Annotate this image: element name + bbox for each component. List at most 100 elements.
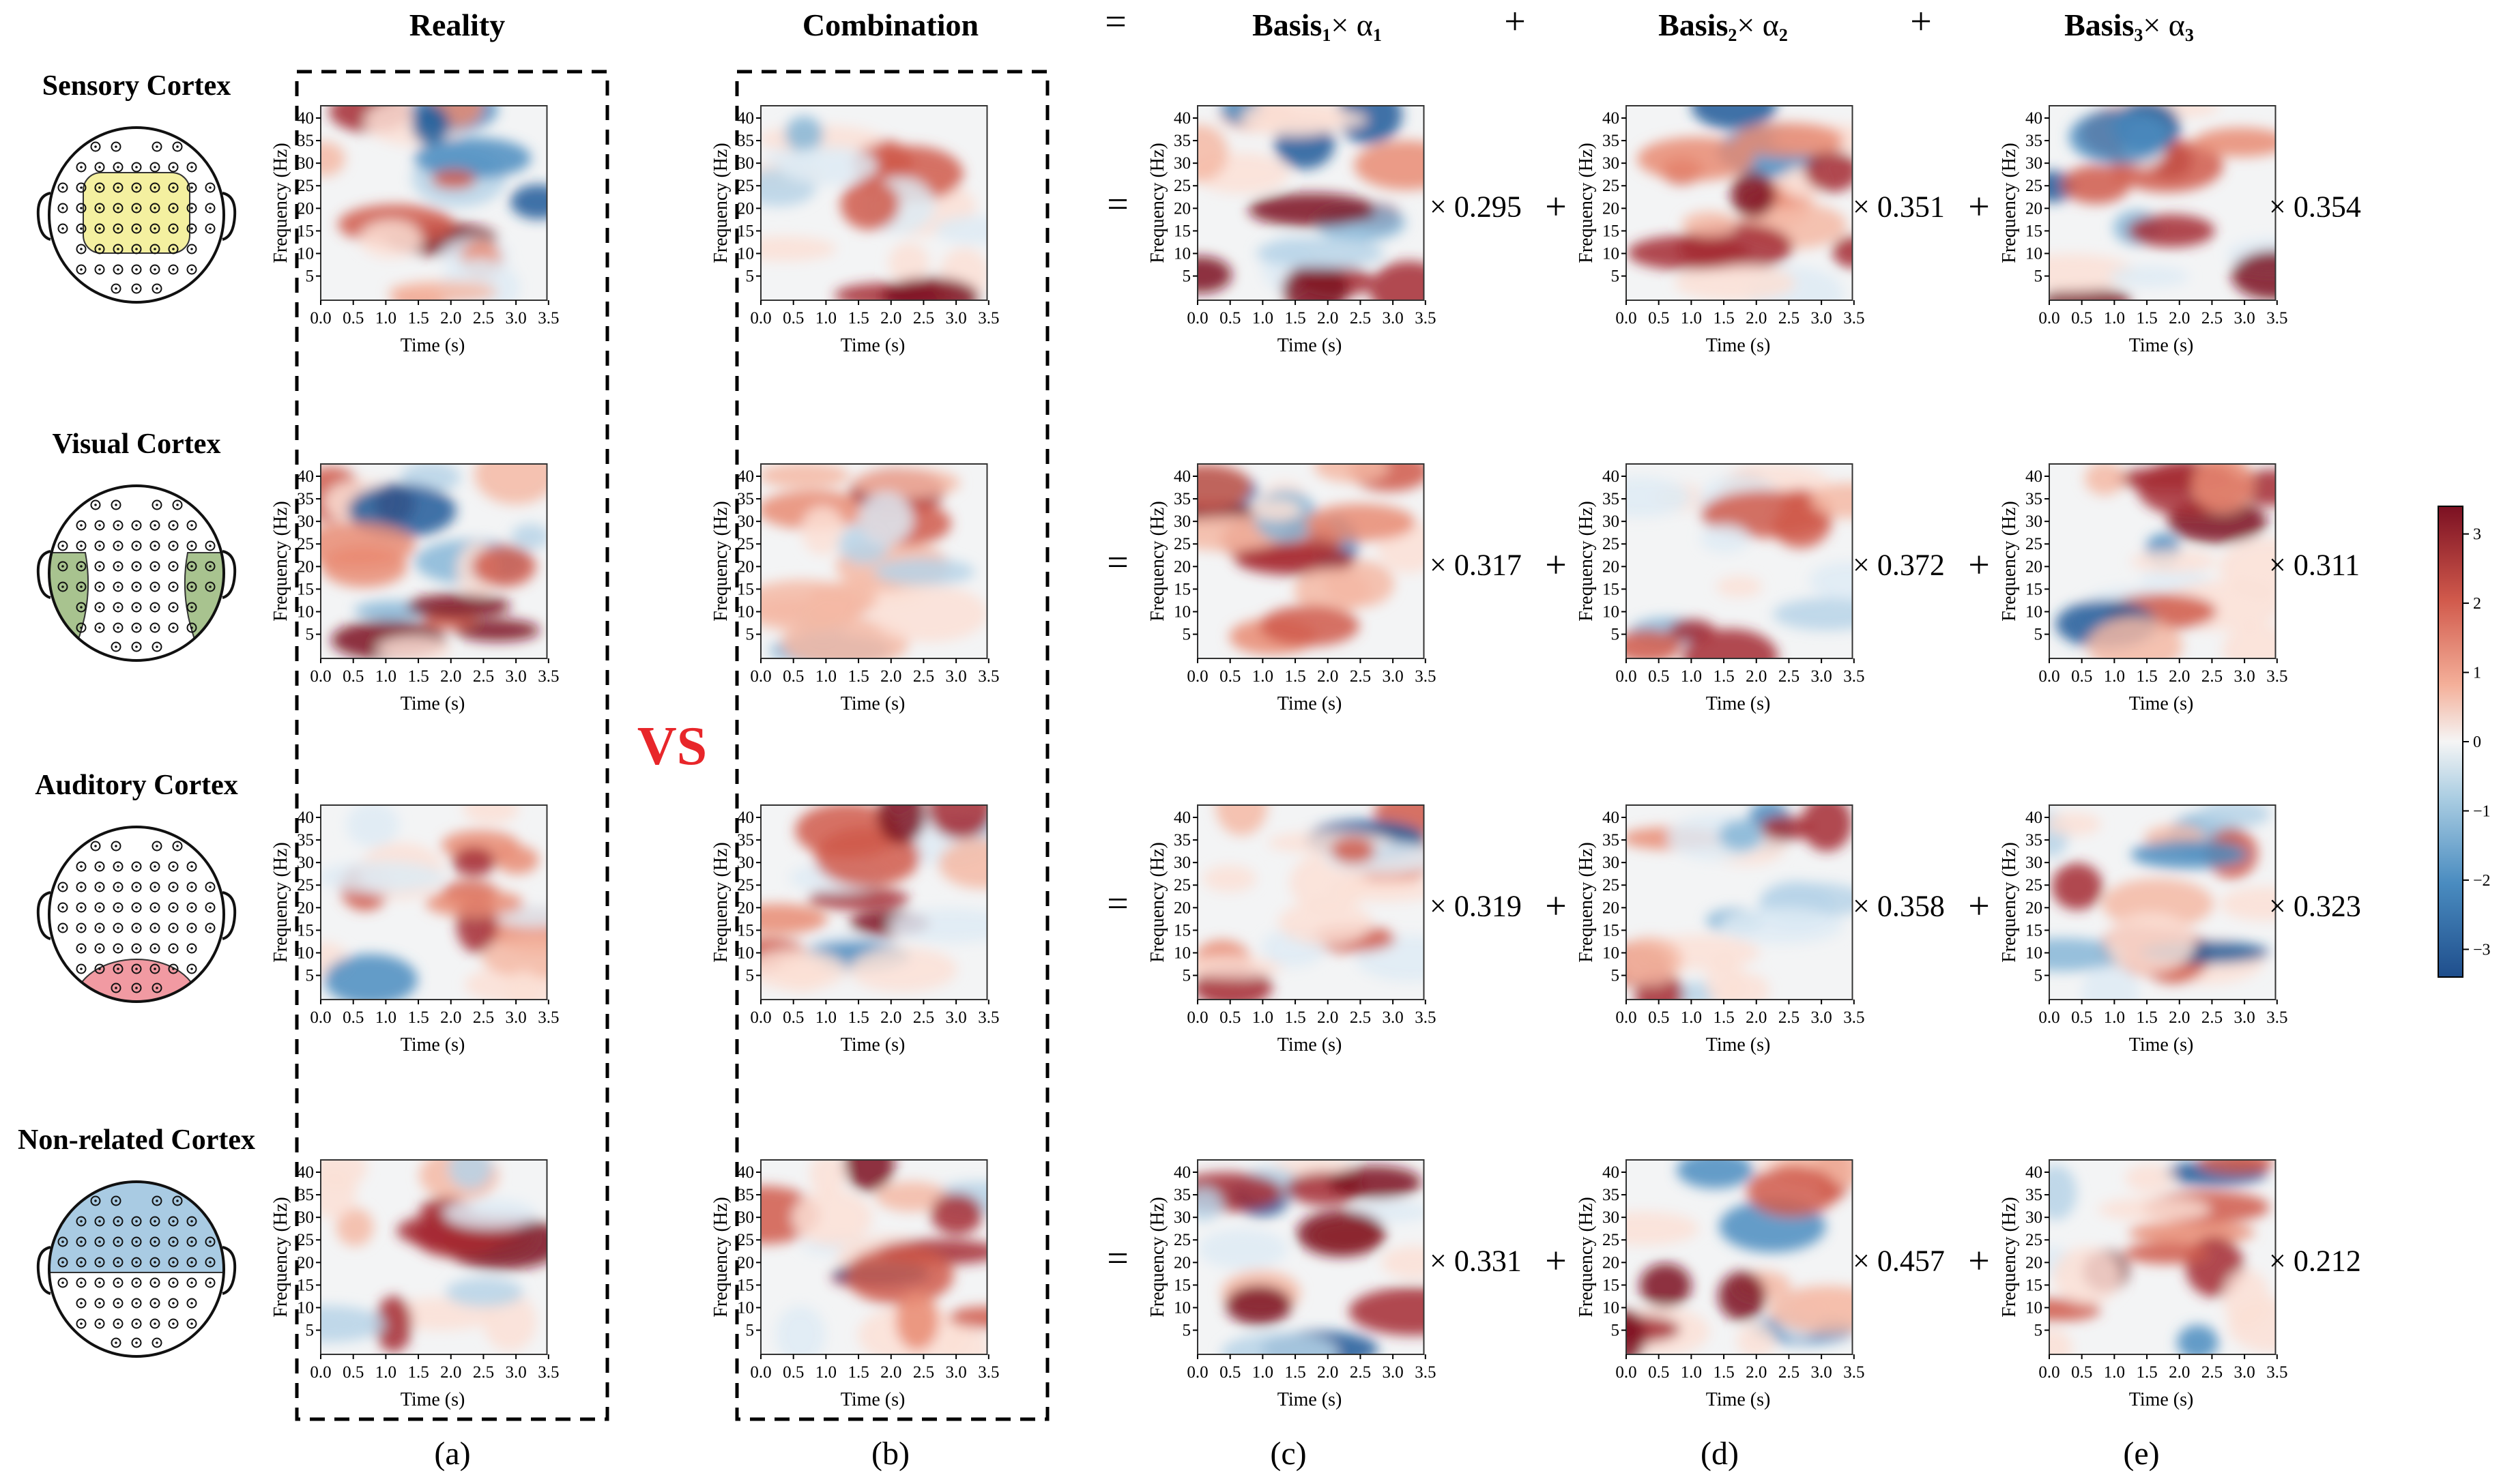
heatmap-blob	[810, 1160, 845, 1196]
heatmap-blob	[1348, 1287, 1424, 1336]
x-tick-label: 0.5	[1648, 309, 1669, 328]
x-tick-label: 2.0	[880, 1363, 901, 1382]
electrode-dot	[154, 227, 156, 230]
x-tick-label: 3.0	[2234, 1363, 2255, 1382]
electrode-dot	[117, 1302, 119, 1305]
heatmap-blob	[2049, 813, 2102, 836]
electrode-dot	[154, 1240, 156, 1243]
electrode-dot	[98, 268, 101, 271]
electrode	[186, 943, 197, 954]
heatmap-blob	[870, 585, 987, 643]
y-axis-label: Frequency (Hz)	[710, 501, 732, 621]
y-tick-label: 15	[1602, 222, 1619, 240]
electrode-dot	[61, 565, 64, 568]
x-tick-label: 1.5	[407, 1008, 429, 1027]
colorbar-tick-label: 1	[2473, 665, 2481, 682]
y-tick-label: 10	[297, 602, 314, 621]
x-tick-label: 0.5	[1648, 1363, 1669, 1382]
x-tick-label: 1.5	[1284, 1008, 1305, 1027]
electrode-dot	[172, 626, 175, 629]
heatmap-panel-basis-3: 40 35 30 25 20 15 10 5 0.0 0.5 1.0 1.5 2.0 2.5 3.0 3.5 T…	[1999, 463, 2287, 714]
electrode	[94, 182, 105, 193]
x-tick-label: 2.0	[1746, 309, 1767, 328]
x-tick-label: 2.5	[1778, 667, 1799, 686]
electrode	[131, 641, 142, 652]
electrode	[113, 182, 124, 193]
electrode	[94, 1277, 105, 1288]
electrode-dot	[135, 524, 138, 527]
heatmap-frame	[2049, 105, 2276, 301]
heatmap-blob	[808, 887, 910, 910]
x-tick-label: 1.5	[1284, 309, 1305, 328]
electrode	[94, 861, 105, 872]
x-tick-label: 2.5	[1778, 1363, 1799, 1382]
heatmap-blob	[2109, 265, 2190, 288]
heatmap-blob	[377, 637, 451, 658]
heatmap-blob	[1677, 1160, 1754, 1189]
x-tick-label: 0.5	[1648, 1008, 1669, 1027]
electrode	[90, 1195, 101, 1206]
y-tick-label: 10	[297, 944, 314, 962]
x-tick-label: 2.0	[880, 309, 901, 328]
head-outline	[48, 126, 225, 304]
y-tick-label: 40	[737, 467, 754, 486]
electrode	[131, 1216, 142, 1227]
y-tick-label: 15	[2025, 222, 2042, 240]
electrode-dot	[190, 865, 193, 868]
electrode	[151, 983, 162, 993]
heatmap-blob	[2105, 912, 2196, 973]
electrode	[57, 1277, 68, 1288]
heatmap-blobs	[1198, 1160, 1424, 1354]
heatmap-blob	[1626, 477, 1692, 517]
y-tick-label: 35	[1602, 490, 1619, 508]
heatmap-blobs	[1198, 464, 1424, 655]
x-axis-label: Time (s)	[401, 1034, 465, 1056]
y-tick-label: 10	[2025, 1298, 2042, 1317]
electrode-dot	[115, 287, 117, 290]
electrode	[113, 244, 124, 254]
y-tick-label: 5	[1611, 967, 1620, 985]
electrode	[94, 162, 105, 173]
coefficient-1: × 0.331	[1430, 1245, 1522, 1278]
y-tick-label: 20	[1174, 899, 1191, 917]
plus-sign-2: +	[1968, 186, 1990, 229]
heatmap-frame	[2049, 463, 2276, 659]
x-tick-label: 0.0	[1615, 309, 1636, 328]
y-tick-label: 25	[1602, 177, 1619, 195]
y-tick-label: 15	[1174, 921, 1191, 940]
y-tick-label: 25	[2025, 177, 2042, 195]
heatmap-frame	[760, 804, 988, 1000]
electrode	[94, 203, 105, 214]
electrode-dot	[190, 248, 193, 250]
heatmap-blob	[2222, 624, 2276, 658]
heatmap-blob	[1304, 504, 1416, 542]
x-tick-label: 0.0	[1187, 667, 1208, 686]
electrode	[113, 882, 124, 892]
electrode	[131, 922, 142, 933]
electrode-dot	[154, 947, 156, 950]
heatmap-blob	[2081, 962, 2139, 1000]
electrode	[168, 1257, 179, 1268]
heatmap-blob	[359, 220, 423, 259]
electrode	[172, 841, 183, 852]
electrode-dot	[135, 645, 138, 648]
electrode	[186, 162, 197, 173]
electrode-dot	[172, 606, 175, 609]
coefficient-3: × 0.354	[2269, 190, 2361, 224]
x-tick-label: 1.5	[1284, 667, 1305, 686]
electrode	[76, 1318, 87, 1329]
electrode-dot	[117, 886, 119, 888]
y-tick-label: 10	[1602, 944, 1619, 962]
x-axis-label: Time (s)	[401, 693, 465, 714]
y-tick-label: 35	[297, 490, 314, 508]
electrode-dot	[172, 886, 175, 888]
y-tick-label: 10	[1174, 244, 1191, 263]
electrode-dot	[172, 1240, 175, 1243]
electrode-dot	[98, 1281, 101, 1284]
heatmap-blob	[346, 805, 399, 847]
x-tick-label: 0.0	[2038, 667, 2059, 686]
x-tick-label: 3.0	[2234, 667, 2255, 686]
alpha-subscript: 2	[1779, 25, 1788, 45]
left-ear	[36, 550, 51, 599]
